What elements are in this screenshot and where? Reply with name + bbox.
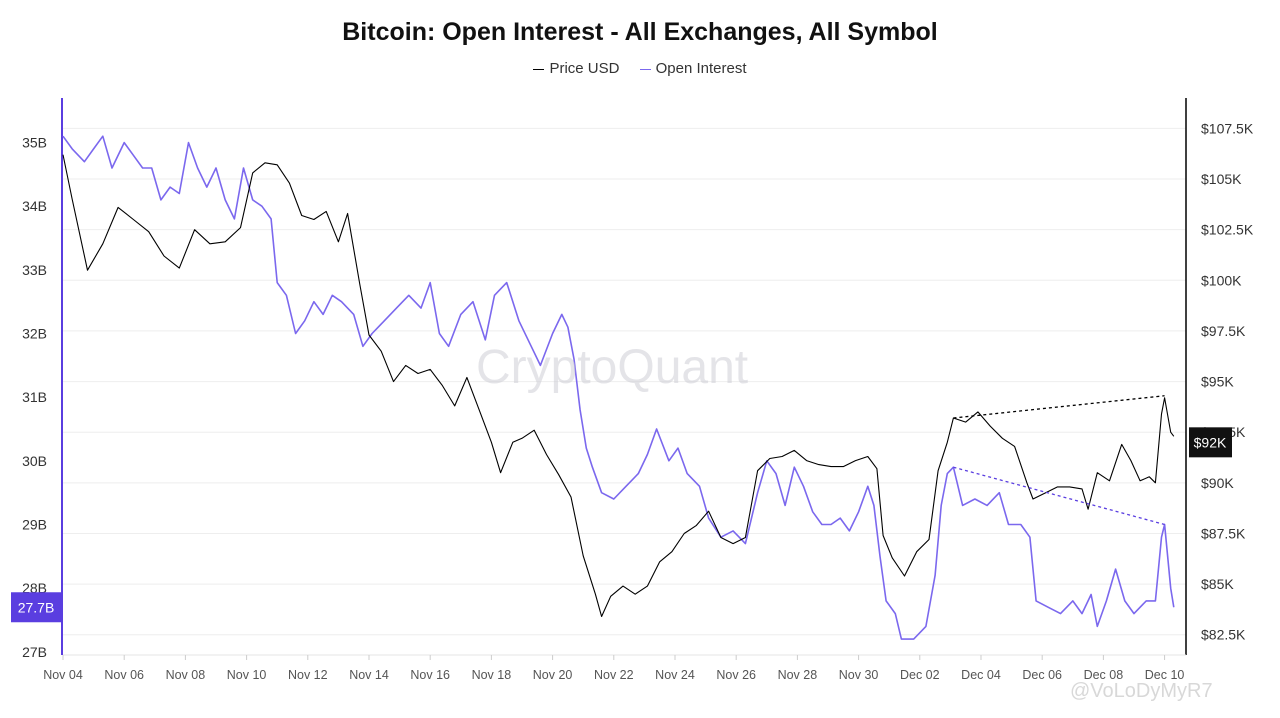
- watermark-logo: CryptoQuant: [476, 341, 749, 394]
- current-value-badge-open-interest: [11, 592, 61, 623]
- trendline-annotation-1: [953, 466, 1165, 526]
- x-tick-label: Nov 14: [349, 668, 389, 682]
- x-tick-label: Dec 08: [1084, 668, 1124, 682]
- legend-entry-open-interest[interactable]: Open Interest: [639, 60, 747, 77]
- x-tick-label: Dec 04: [961, 668, 1001, 682]
- legend-label-open-interest: Open Interest: [655, 60, 747, 77]
- right-tick-label: $95K: [1201, 374, 1234, 390]
- right-tick-label: $87.5K: [1201, 525, 1246, 541]
- current-value-text-open-interest: 27.7B: [18, 599, 55, 615]
- x-tick-label: Nov 10: [227, 668, 267, 682]
- x-tick-label: Dec 06: [1022, 668, 1062, 682]
- x-tick-label: Nov 04: [43, 668, 83, 682]
- trendline-annotation-0: [953, 395, 1165, 419]
- series-line-open-interest: [62, 135, 1175, 640]
- x-tick-label: Nov 30: [839, 668, 879, 682]
- left-tick-label: 32B: [22, 326, 47, 342]
- x-tick-label: Nov 28: [778, 668, 818, 682]
- x-tick-label: Nov 12: [288, 668, 328, 682]
- right-tick-label: $102.5K: [1201, 222, 1254, 238]
- chart-legend: Price USD Open Interest: [0, 60, 1280, 77]
- chart-title: Bitcoin: Open Interest - All Exchanges, …: [342, 18, 938, 46]
- left-tick-label: 28B: [22, 580, 47, 596]
- x-tick-label: Nov 20: [533, 668, 573, 682]
- series-line-price: [62, 154, 1175, 618]
- legend-swatch-open-interest: [639, 68, 651, 70]
- left-tick-label: 34B: [22, 198, 47, 214]
- left-tick-label: 27B: [22, 644, 47, 660]
- right-tick-label: $85K: [1201, 576, 1234, 592]
- right-tick-label: $90K: [1201, 475, 1234, 491]
- right-tick-label: $97.5K: [1201, 323, 1246, 339]
- x-tick-label: Dec 02: [900, 668, 940, 682]
- right-tick-label: $100K: [1201, 272, 1242, 288]
- x-tick-label: Nov 16: [410, 668, 450, 682]
- right-tick-label: $107.5K: [1201, 120, 1254, 136]
- current-value-text-price: $92K: [1194, 434, 1227, 450]
- x-tick-label: Nov 06: [104, 668, 144, 682]
- x-tick-label: Nov 22: [594, 668, 634, 682]
- right-tick-label: $105K: [1201, 171, 1242, 187]
- right-tick-label: $82.5K: [1201, 627, 1246, 643]
- legend-label-price: Price USD: [549, 60, 620, 77]
- left-tick-label: 31B: [22, 389, 47, 405]
- left-tick-label: 29B: [22, 517, 47, 533]
- left-tick-label: 30B: [22, 453, 47, 469]
- legend-entry-price[interactable]: Price USD: [533, 60, 619, 77]
- x-tick-label: Nov 26: [716, 668, 756, 682]
- x-tick-label: Dec 10: [1145, 668, 1185, 682]
- left-tick-label: 35B: [22, 135, 47, 151]
- author-credit: @VoLoDyMyR7: [1070, 680, 1213, 702]
- x-tick-label: Nov 24: [655, 668, 695, 682]
- x-tick-label: Nov 18: [472, 668, 512, 682]
- current-value-badge-price: [1189, 427, 1232, 458]
- legend-swatch-price: [533, 68, 545, 70]
- x-tick-label: Nov 08: [166, 668, 206, 682]
- left-tick-label: 33B: [22, 262, 47, 278]
